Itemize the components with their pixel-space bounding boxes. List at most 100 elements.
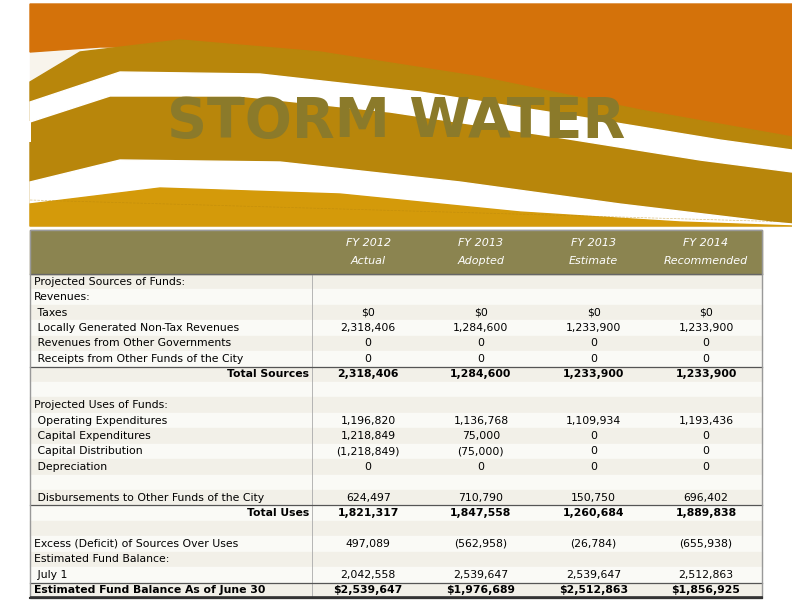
Bar [30,583,762,598]
Bar [30,274,762,289]
Text: Estimated Fund Balance As of June 30: Estimated Fund Balance As of June 30 [34,585,265,595]
Text: 0: 0 [703,462,710,472]
Text: Capital Expenditures: Capital Expenditures [34,431,150,441]
Text: 1,196,820: 1,196,820 [341,416,396,425]
Text: STORM WATER: STORM WATER [167,95,625,149]
Text: Operating Expenditures: Operating Expenditures [34,416,167,425]
Text: 0: 0 [703,354,710,364]
Text: 1,260,684: 1,260,684 [563,508,624,518]
Text: $0: $0 [474,308,488,318]
Text: 0: 0 [590,431,597,441]
Text: Receipts from Other Funds of the City: Receipts from Other Funds of the City [34,354,243,364]
Text: 624,497: 624,497 [346,493,390,502]
Text: (562,958): (562,958) [455,539,508,549]
Bar [30,459,762,474]
Text: 0: 0 [478,338,485,348]
Text: 1,233,900: 1,233,900 [563,369,624,379]
Text: Locally Generated Non-Tax Revenues: Locally Generated Non-Tax Revenues [34,323,239,333]
Text: 0: 0 [364,462,371,472]
Text: FY 2013: FY 2013 [571,238,616,248]
Text: 0: 0 [703,446,710,457]
Bar [30,230,762,274]
Polygon shape [30,72,792,172]
Bar [30,4,782,226]
Bar [30,230,762,598]
Text: Capital Distribution: Capital Distribution [34,446,143,457]
Text: 0: 0 [703,338,710,348]
Bar [30,444,762,459]
Polygon shape [30,160,792,226]
Text: 1,233,900: 1,233,900 [566,323,622,333]
Text: $1,856,925: $1,856,925 [672,585,741,595]
Text: Estimated Fund Balance:: Estimated Fund Balance: [34,554,169,564]
Text: 150,750: 150,750 [571,493,616,502]
Text: Revenues from Other Governments: Revenues from Other Governments [34,338,231,348]
Bar [30,367,762,382]
Text: 1,847,558: 1,847,558 [451,508,512,518]
Text: 2,318,406: 2,318,406 [341,323,396,333]
Text: Adopted: Adopted [458,256,505,266]
Text: (26,784): (26,784) [570,539,617,549]
Text: 1,193,436: 1,193,436 [679,416,733,425]
Text: 1,109,934: 1,109,934 [566,416,621,425]
Text: $1,976,689: $1,976,689 [447,585,516,595]
Text: Estimate: Estimate [569,256,619,266]
Text: 75,000: 75,000 [462,431,500,441]
Text: Disbursements to Other Funds of the City: Disbursements to Other Funds of the City [34,493,264,502]
Bar [30,336,762,351]
Bar [30,397,762,413]
Text: 1,821,317: 1,821,317 [337,508,399,518]
Bar [30,521,762,536]
Text: $0: $0 [587,308,600,318]
Text: 0: 0 [478,462,485,472]
Text: 1,889,838: 1,889,838 [676,508,737,518]
Polygon shape [30,188,792,226]
Bar [30,536,762,551]
Bar [0,0,792,227]
Text: 1,218,849: 1,218,849 [341,431,396,441]
Text: 497,089: 497,089 [346,539,390,549]
Text: 710,790: 710,790 [459,493,504,502]
Text: $0: $0 [361,308,375,318]
Text: (1,218,849): (1,218,849) [337,446,400,457]
Text: 696,402: 696,402 [683,493,729,502]
Bar [30,567,762,583]
Text: Total Uses: Total Uses [246,508,309,518]
Text: 0: 0 [478,354,485,364]
Bar [30,320,762,336]
Text: Projected Uses of Funds:: Projected Uses of Funds: [34,400,168,410]
Text: FY 2012: FY 2012 [345,238,390,248]
Bar [30,428,762,444]
Text: Recommended: Recommended [664,256,748,266]
Polygon shape [30,40,792,226]
Polygon shape [30,4,792,152]
Text: 2,042,558: 2,042,558 [341,570,396,580]
Text: 2,512,863: 2,512,863 [679,570,733,580]
Bar [30,551,762,567]
Text: 2,318,406: 2,318,406 [337,369,399,379]
Text: Depreciation: Depreciation [34,462,107,472]
Text: 0: 0 [590,446,597,457]
Text: FY 2013: FY 2013 [459,238,504,248]
Text: Taxes: Taxes [34,308,67,318]
Bar [30,351,762,367]
Text: 0: 0 [590,338,597,348]
Text: (75,000): (75,000) [458,446,505,457]
Text: 1,233,900: 1,233,900 [678,323,733,333]
Text: $2,512,863: $2,512,863 [559,585,628,595]
Text: 2,539,647: 2,539,647 [566,570,621,580]
Text: Revenues:: Revenues: [34,292,91,302]
Text: 0: 0 [590,462,597,472]
Bar [30,490,762,506]
Text: 1,284,600: 1,284,600 [450,369,512,379]
Text: 0: 0 [364,338,371,348]
Text: (655,938): (655,938) [680,539,733,549]
Bar [30,506,762,521]
Text: Total Sources: Total Sources [227,369,309,379]
Bar [30,413,762,428]
Bar [30,289,762,305]
Text: 1,233,900: 1,233,900 [676,369,737,379]
Text: 1,136,768: 1,136,768 [453,416,508,425]
Text: Projected Sources of Funds:: Projected Sources of Funds: [34,277,185,286]
Text: 2,539,647: 2,539,647 [453,570,508,580]
